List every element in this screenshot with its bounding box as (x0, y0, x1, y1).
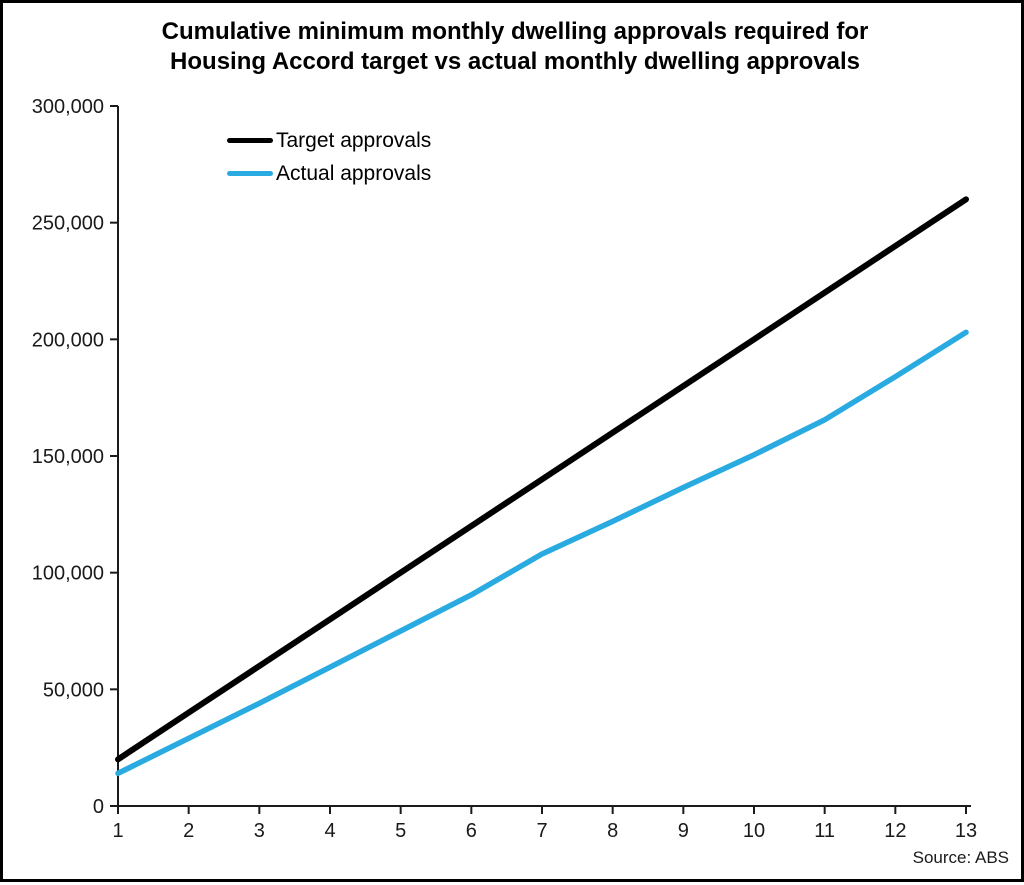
chart-legend: Target approvals Actual approvals (227, 124, 431, 190)
source-note: Source: ABS (912, 848, 1009, 867)
x-axis-tick-label: 1 (112, 820, 123, 842)
x-axis-tick-label: 4 (324, 820, 335, 842)
y-axis-tick-label: 250,000 (32, 213, 104, 235)
chart-canvas: 0 50,000 100,000 150,000 200,000 250,000 300,0… (32, 96, 977, 842)
x-axis-tick-label: 13 (955, 820, 977, 842)
x-axis-tick-label: 7 (536, 820, 547, 842)
series-line-target-approvals (115, 196, 969, 763)
chart-title-line-1: Cumulative minimum monthly dwelling appr… (161, 18, 869, 45)
x-axis-tick-label: 11 (814, 820, 835, 842)
y-axis-tick-label: 300,000 (32, 96, 104, 118)
legend-item-actual-approvals: Actual approvals (227, 157, 431, 190)
y-axis-tick-label: 50,000 (43, 679, 104, 701)
x-axis-tick-label: 3 (254, 820, 265, 842)
x-axis-tick-label: 12 (884, 820, 906, 842)
legend-swatch-actual-approvals (227, 171, 273, 176)
chart-title-line-2: Housing Accord target vs actual monthly … (170, 48, 860, 75)
x-axis-tick-label: 8 (607, 820, 618, 842)
legend-label-actual-approvals: Actual approvals (276, 161, 432, 185)
x-axis-tick-label: 9 (678, 820, 689, 842)
x-axis-tick-label: 2 (183, 820, 194, 842)
y-axis-tick-label: 150,000 (32, 446, 104, 468)
y-axis-tick-label: 200,000 (32, 329, 104, 351)
chart-title: Cumulative minimum monthly dwelling appr… (3, 17, 1024, 77)
series-line-actual-approvals (115, 329, 969, 777)
legend-item-target-approvals: Target approvals (227, 124, 431, 157)
x-axis-tick-label: 10 (743, 820, 765, 842)
legend-swatch-target-approvals (227, 138, 273, 143)
x-axis-tick-label: 6 (466, 820, 477, 842)
y-axis-tick-label: 100,000 (32, 563, 104, 585)
x-axis-tick-label: 5 (395, 820, 406, 842)
y-axis-tick-label: 0 (93, 796, 104, 818)
legend-label-target-approvals: Target approvals (276, 128, 432, 152)
